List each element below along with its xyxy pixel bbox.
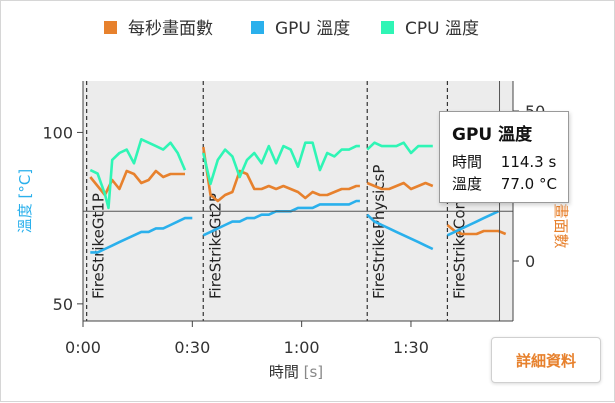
x-axis-title-unit: [s] (304, 363, 324, 381)
series-line (366, 141, 433, 155)
legend-label: CPU 溫度 (405, 19, 479, 39)
y-left-tick-label: 100 (42, 123, 73, 142)
y-left-tick-label: 50 (53, 295, 73, 314)
series-line (89, 169, 185, 197)
tooltip-time-value: 114.3 s (500, 153, 557, 171)
legend-label: 每秒畫面數 (128, 19, 213, 39)
legend-label: GPU 溫度 (275, 19, 350, 39)
tooltip-temp-label: 溫度 (452, 175, 483, 193)
x-tick-label: 1:30 (393, 338, 429, 357)
legend-swatch (104, 21, 117, 34)
x-tick-label: 1:00 (284, 338, 320, 357)
series-line (89, 138, 187, 210)
x-tick-label: 0:00 (65, 338, 101, 357)
series-line (366, 181, 434, 191)
tooltip-temp-value: 77.0 °C (500, 175, 557, 193)
details-button[interactable]: 詳細資料 (491, 337, 601, 383)
tooltip-temp-row: 溫度 77.0 °C (452, 173, 557, 195)
x-tick-label: 0:30 (174, 338, 210, 357)
tooltip-time-row: 時間 114.3 s (452, 151, 556, 173)
legend-swatch (381, 21, 394, 34)
legend-swatch (251, 21, 264, 34)
tooltip-title: GPU 溫度 (452, 125, 533, 145)
x-axis-title-main: 時間 (269, 363, 304, 381)
run-label: FireStrikeGt1P (90, 193, 108, 299)
series-line (446, 210, 499, 237)
series-line (202, 146, 360, 203)
series-line (90, 216, 193, 254)
series-line (366, 213, 434, 251)
tooltip-time-label: 時間 (452, 153, 483, 171)
x-axis-title: 時間 [s] (269, 363, 323, 381)
y-right-tick-label: 0 (525, 252, 535, 271)
series-lines (89, 138, 507, 254)
tooltip: GPU 溫度 時間 114.3 s 溫度 77.0 °C (439, 111, 569, 203)
series-line (202, 141, 360, 186)
run-label: FireStrikePhysicsP (370, 165, 388, 299)
run-label: FireStrikeGt2P (206, 193, 224, 299)
legend: 每秒畫面數 GPU 溫度 CPU 溫度 (104, 19, 479, 39)
y-axis-left-title: 溫度 [°C] (16, 169, 34, 233)
